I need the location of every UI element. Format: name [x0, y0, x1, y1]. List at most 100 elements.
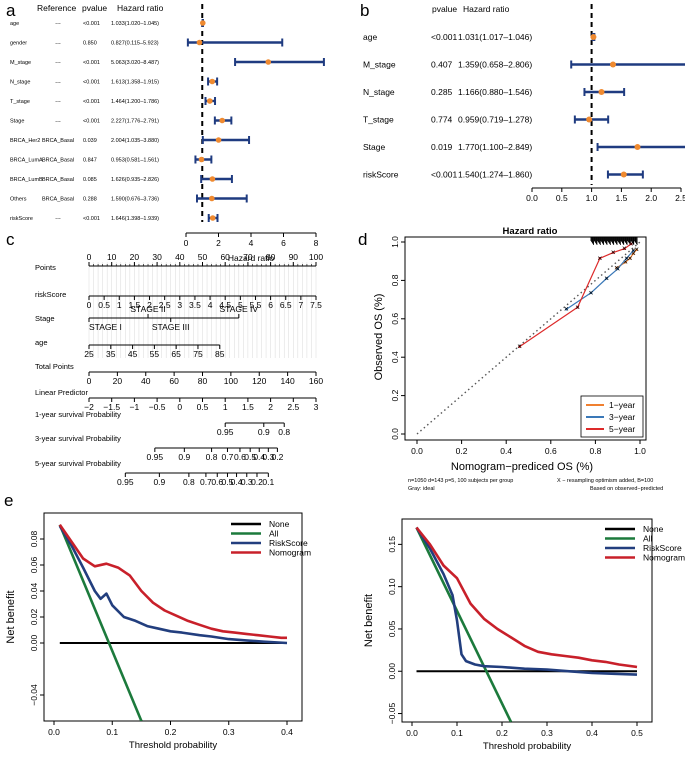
- panel-label-c: c: [6, 230, 15, 249]
- dca-curve-All: [415, 526, 513, 722]
- row-name: age: [363, 32, 377, 42]
- row-name: M_stage: [10, 60, 31, 66]
- hr-point: [198, 156, 205, 163]
- calibration-point: [576, 305, 579, 309]
- hr-point: [209, 78, 216, 85]
- calibration-point: [623, 247, 626, 251]
- x-tick-label: 0.4: [500, 446, 512, 456]
- axis-tick-label: 0.6: [211, 477, 223, 487]
- resample-x-mark: ×: [604, 273, 609, 283]
- row-hr-ci: 0.953(0.581–1.561): [111, 158, 159, 164]
- resample-x-mark: ×: [575, 302, 580, 312]
- axis-tick-label: 55: [150, 349, 160, 359]
- row-pvalue: 0.288: [83, 197, 97, 203]
- row-hr-ci: 1.031(1.017–1.046): [458, 32, 532, 42]
- row-pvalue: 0.039: [83, 138, 97, 144]
- axis-tick-label: 6.5: [280, 300, 292, 310]
- calibration-point: [628, 257, 632, 260]
- dca-curve-All: [58, 524, 143, 721]
- row-reference: BRCA_Basal: [42, 158, 74, 164]
- axis-tick-label: −1: [130, 402, 140, 412]
- axis-tick-label: 0.3: [262, 452, 274, 462]
- decision-curve-right: 0.0 0.1 0.2 0.3 0.4 0.5 −0.05 0.00 0.05 0.10 0.15 T…: [363, 518, 685, 752]
- calibration-point: [616, 267, 619, 271]
- axis-tick-label: 2.5: [287, 402, 299, 412]
- dca-curve-Nomogram: [415, 526, 638, 669]
- y-tick-label: 0.10: [387, 578, 397, 595]
- axis-tick-label: 6: [268, 300, 273, 310]
- hr-point: [634, 144, 641, 150]
- resample-x-mark: ×: [631, 245, 636, 255]
- y-tick-label: 0.15: [387, 536, 397, 553]
- calibration-series-3−year: [566, 250, 634, 310]
- resample-x-mark: ×: [517, 341, 522, 351]
- x-tick-label: 0: [184, 238, 189, 248]
- row-label: Total Points: [35, 362, 74, 371]
- x-tick-label: 0.0: [411, 446, 423, 456]
- row-hr-ci: 2.004(1.035–3.880): [111, 138, 159, 144]
- x-tick-label: 2: [216, 238, 221, 248]
- x-tick-label: 1.5: [615, 193, 627, 203]
- row-hr-ci: 1.590(0.676–3.736): [111, 197, 159, 203]
- hr-point: [206, 98, 213, 104]
- axis-tick-label: 0.8: [278, 427, 290, 437]
- y-tick-label: 0.00: [387, 663, 397, 680]
- panel-label-a: a: [6, 1, 16, 20]
- axis-tick-label: 3: [314, 402, 319, 412]
- resample-x-mark: ×: [564, 304, 569, 314]
- axis-tick-label: 0: [87, 252, 92, 262]
- plot-frame: [404, 236, 647, 441]
- row-hr-ci: 1.770(1.100–2.849): [458, 142, 532, 152]
- x-tick-label: 2.5: [675, 193, 685, 203]
- x-tick-label: 1.0: [634, 446, 646, 456]
- row-reference: BRCA_Basal: [42, 197, 74, 203]
- hr-point: [586, 116, 593, 123]
- row-name: BRCA_LumB: [10, 177, 43, 183]
- axis-tick-label: 0.7: [222, 452, 234, 462]
- row-pvalue: <0.001: [83, 119, 100, 125]
- resample-x-mark: ×: [631, 248, 636, 258]
- y-axis-title: Net benefit: [5, 590, 17, 643]
- row-name: BRCA_LumA: [10, 158, 43, 164]
- row-label: Linear Predictor: [35, 388, 88, 397]
- chart-title: Hazard ratio: [503, 226, 558, 237]
- row-name: riskScore: [10, 216, 33, 222]
- axis-tick-label: 100: [224, 376, 238, 386]
- hr-point: [609, 61, 616, 68]
- legend-label: RiskScore: [643, 543, 682, 553]
- row-hr-ci: 1.626(0.935–2.826): [111, 177, 159, 183]
- row-pvalue: <0.001: [431, 170, 458, 180]
- calibration-point: [611, 251, 615, 254]
- axis-tick-label: 30: [152, 252, 162, 262]
- axis-tick-label: 2: [147, 300, 152, 310]
- y-tick-label: 0.06: [29, 556, 39, 573]
- row-hr-ci: 1.540(1.274–1.860): [458, 170, 532, 180]
- row-hr-ci: 5.063(3.020–8.487): [111, 60, 159, 66]
- x-tick-label: 0.5: [556, 193, 568, 203]
- x-axis-title: Nomogram−prediced OS (%): [451, 461, 593, 473]
- axis-tick-label: 20: [113, 376, 123, 386]
- stage-tick-label: STAGE II: [130, 304, 165, 314]
- row-reference: BRCA_Basal: [42, 138, 74, 144]
- axis-tick-label: 0.5: [222, 477, 234, 487]
- resample-x-mark: ×: [597, 253, 602, 263]
- axis-tick-label: 80: [266, 252, 276, 262]
- resample-x-mark: ×: [588, 287, 593, 297]
- axis-tick-label: 7: [298, 300, 303, 310]
- row-label: Stage: [35, 314, 55, 323]
- stage-tick-label: STAGE IV: [220, 304, 259, 314]
- axis-tick-label: 160: [309, 376, 323, 386]
- axis-tick-label: 80: [198, 376, 208, 386]
- row-pvalue: <0.001: [431, 32, 458, 42]
- row-name: age: [10, 21, 19, 27]
- legend-label: Nomogram: [643, 553, 685, 563]
- hr-point: [598, 89, 605, 95]
- row-label: age: [35, 338, 48, 347]
- y-tick-label: 0.04: [29, 582, 39, 599]
- hr-point: [209, 176, 216, 182]
- row-label: riskScore: [35, 290, 66, 299]
- row-name: riskScore: [363, 170, 399, 180]
- y-axis-title: Net benefit: [363, 594, 375, 647]
- row-name: BRCA_Her2: [10, 138, 40, 144]
